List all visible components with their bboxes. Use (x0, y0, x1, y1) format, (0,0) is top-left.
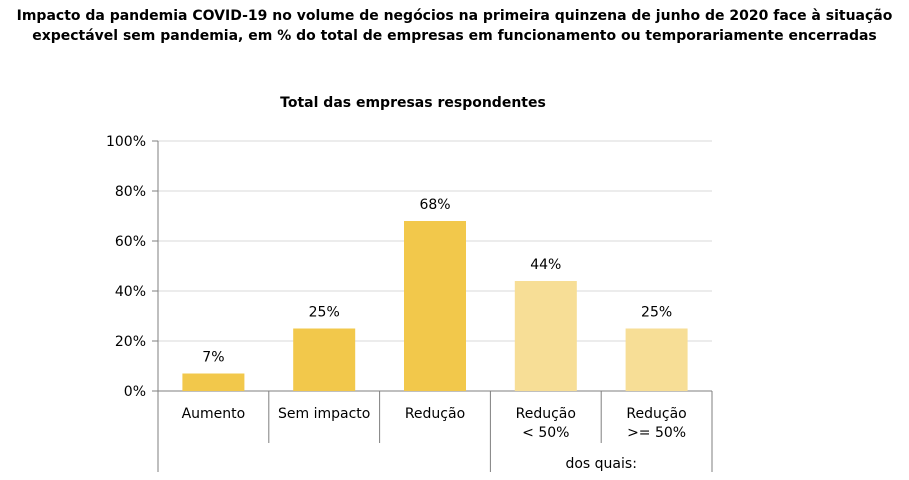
category-label: Redução (405, 406, 465, 422)
bar (293, 328, 356, 391)
y-tick-label: 80% (115, 184, 146, 200)
y-tick-label: 100% (106, 134, 146, 150)
data-label: 25% (309, 305, 340, 321)
y-tick-label: 0% (124, 384, 146, 400)
data-label: 25% (641, 305, 672, 321)
bar (182, 373, 245, 391)
category-label: Redução (516, 406, 576, 422)
group-label: dos quais: (565, 456, 636, 472)
chart-title: Total das empresas respondentes (280, 95, 546, 111)
category-label: < 50% (522, 425, 569, 441)
category-label: Redução (626, 406, 686, 422)
main-title: Impacto da pandemia COVID-19 no volume d… (0, 6, 909, 46)
main-title-line-2: expectável sem pandemia, em % do total d… (32, 28, 877, 44)
category-label: Aumento (182, 406, 246, 422)
y-tick-label: 40% (115, 284, 146, 300)
main-title-line-1: Impacto da pandemia COVID-19 no volume d… (16, 8, 893, 24)
data-label: 7% (202, 350, 224, 366)
y-tick-label: 20% (115, 334, 146, 350)
bar (404, 221, 466, 391)
data-label: 68% (419, 197, 450, 213)
bar (625, 328, 688, 391)
data-label: 44% (530, 257, 561, 273)
y-tick-label: 60% (115, 234, 146, 250)
category-label: >= 50% (627, 425, 686, 441)
bar (514, 281, 577, 391)
category-label: Sem impacto (278, 406, 370, 422)
